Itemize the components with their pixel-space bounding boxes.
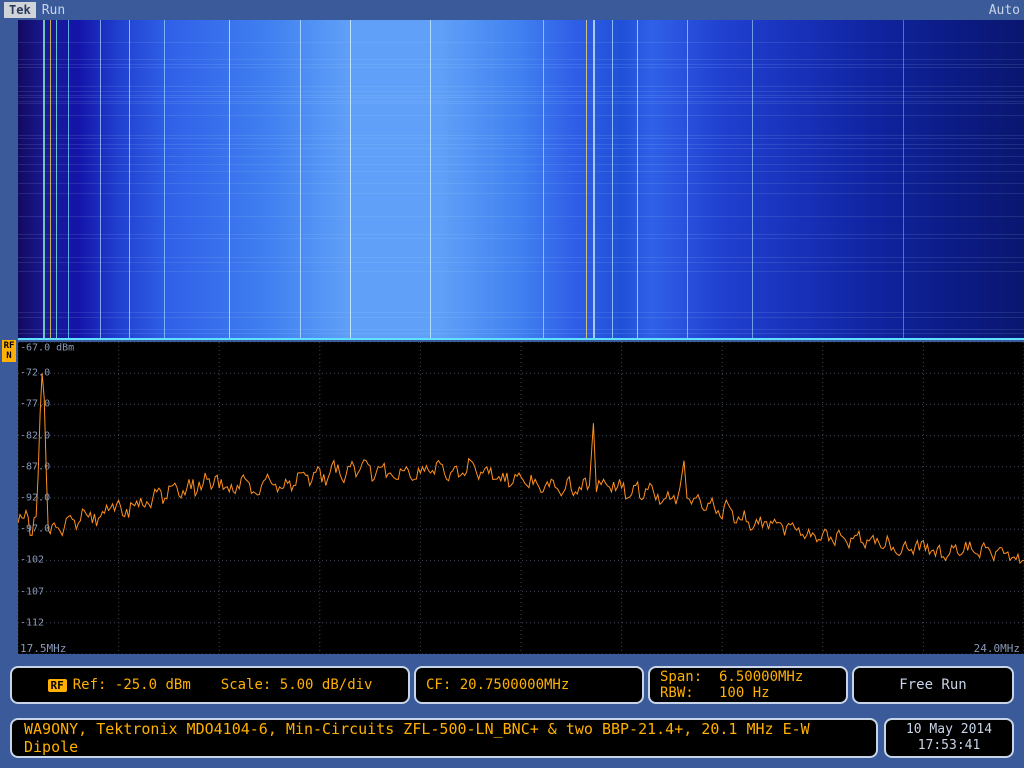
freq-start-label: 17.5MHz: [20, 642, 66, 655]
vendor-logo: Tek: [4, 2, 36, 18]
info-row: RF Ref: -25.0 dBm Scale: 5.00 dB/div CF:…: [10, 666, 1014, 704]
waterfall-display: [18, 20, 1024, 340]
free-run-label: Free Run: [899, 677, 966, 693]
freq-end-label: 24.0MHz: [974, 642, 1020, 655]
center-freq-box[interactable]: CF: 20.7500000MHz: [414, 666, 644, 704]
rf-badge[interactable]: RFN: [2, 340, 16, 362]
run-state: Run: [42, 3, 65, 18]
rf-chip: RF: [48, 679, 67, 692]
datetime-box: 10 May 2014 17:53:41: [884, 718, 1014, 758]
trigger-mode: Auto: [989, 3, 1020, 18]
caption-box: WA9ONY, Tektronix MDO4104-6, Min-Circuit…: [10, 718, 878, 758]
span-rbw-box[interactable]: Span: 6.50000MHz RBW: 100 Hz: [648, 666, 848, 704]
free-run-box[interactable]: Free Run: [852, 666, 1014, 704]
time-text: 17:53:41: [918, 738, 981, 754]
spectrum-display: [18, 342, 1024, 654]
bottom-row: WA9ONY, Tektronix MDO4104-6, Min-Circuit…: [10, 718, 1014, 758]
date-text: 10 May 2014: [906, 722, 992, 738]
top-bar: Tek Run Auto: [0, 0, 1024, 20]
rbw-label: RBW: 100 Hz: [660, 685, 836, 701]
ref-label: Ref: -25.0 dBm: [73, 677, 191, 693]
span-label: Span: 6.50000MHz: [660, 669, 836, 685]
ref-scale-box[interactable]: RF Ref: -25.0 dBm Scale: 5.00 dB/div: [10, 666, 410, 704]
scale-label: Scale: 5.00 dB/div: [221, 677, 373, 693]
cf-label: CF: 20.7500000MHz: [426, 677, 632, 693]
caption-text: WA9ONY, Tektronix MDO4104-6, Min-Circuit…: [24, 720, 864, 756]
